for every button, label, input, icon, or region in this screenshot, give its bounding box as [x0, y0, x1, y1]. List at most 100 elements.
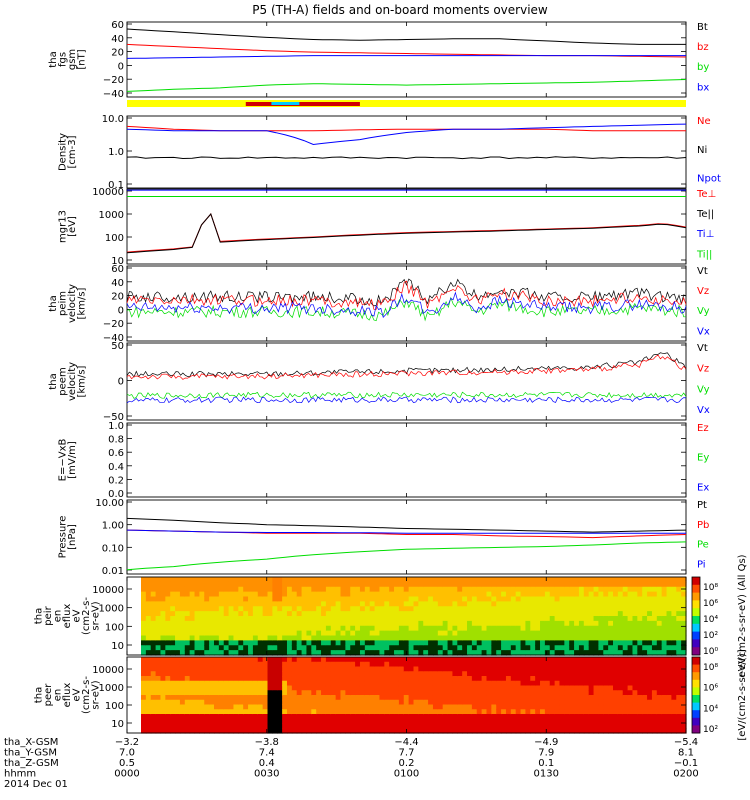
- heatmap-cell: [647, 620, 653, 627]
- heatmap-cell: [389, 690, 395, 696]
- heatmap-cell: [535, 620, 541, 627]
- heatmap-cell: [340, 601, 346, 607]
- heatmap-cell: [213, 718, 220, 725]
- heatmap-cell: [651, 625, 658, 632]
- heatmap-cell: [428, 635, 434, 641]
- heatmap-cell: [325, 591, 332, 598]
- x-axis-value: −4.9: [534, 737, 558, 748]
- heatmap-cell: [544, 596, 551, 602]
- heatmap-cell: [442, 645, 449, 651]
- heatmap-cell: [321, 661, 327, 668]
- heatmap-cell: [613, 596, 619, 602]
- heatmap-cell: [598, 645, 604, 651]
- heatmap-cell: [384, 606, 390, 612]
- heatmap-cell: [145, 714, 152, 720]
- heatmap-cell: [656, 640, 663, 646]
- heatmap-cell: [651, 695, 658, 701]
- heatmap-cell: [622, 661, 629, 668]
- heatmap-cell: [457, 611, 463, 617]
- heatmap-cell: [170, 685, 176, 691]
- heatmap-cell: [428, 591, 434, 598]
- heatmap-cell: [291, 680, 298, 687]
- heatmap-cell: [262, 709, 269, 715]
- heatmap-cell: [379, 699, 385, 706]
- heatmap-cell: [170, 581, 176, 588]
- heatmap-cell: [632, 699, 638, 706]
- heatmap-cell: [301, 620, 308, 627]
- heatmap-cell: [651, 718, 658, 725]
- heatmap-cell: [301, 671, 308, 677]
- heatmap-cell: [423, 620, 429, 627]
- heatmap-cell: [296, 680, 303, 687]
- heatmap-cell: [437, 671, 444, 677]
- heatmap-cell: [510, 616, 517, 622]
- heatmap-cell: [462, 645, 468, 651]
- colorbar-segment: [692, 577, 700, 586]
- heatmap-cell: [228, 704, 235, 710]
- heatmap-cell: [330, 661, 337, 668]
- heatmap-cell: [155, 685, 162, 691]
- heatmap-cell: [398, 695, 405, 701]
- heatmap-cell: [525, 671, 531, 677]
- heatmap-cell: [277, 581, 283, 588]
- heatmap-cell: [286, 661, 293, 668]
- heatmap-cell: [462, 690, 468, 696]
- heatmap-cell: [282, 577, 288, 583]
- date-label: 2014 Dec 01: [4, 779, 68, 790]
- heatmap-cell: [145, 611, 152, 617]
- heatmap-cell: [184, 601, 191, 607]
- heatmap-cell: [384, 723, 390, 729]
- heatmap-cell: [462, 581, 468, 588]
- heatmap-cell: [243, 630, 249, 637]
- heatmap-cell: [267, 657, 273, 663]
- heatmap-cell: [355, 635, 361, 641]
- heatmap-cell: [603, 616, 609, 622]
- heatmap-cell: [496, 657, 502, 663]
- heatmap-cell: [637, 676, 643, 682]
- heatmap-cell: [432, 645, 439, 651]
- heatmap-cell: [481, 625, 488, 632]
- heatmap-cell: [418, 601, 424, 607]
- heatmap-cell: [155, 718, 162, 725]
- y-axis-label: velocity: [67, 362, 78, 401]
- heatmap-cell: [189, 640, 196, 646]
- heatmap-cell: [243, 581, 249, 588]
- heatmap-cell: [491, 685, 497, 691]
- heatmap-cell: [345, 596, 351, 602]
- heatmap-cell: [179, 723, 186, 729]
- heatmap-cell: [398, 723, 405, 729]
- heatmap-cell: [252, 695, 259, 701]
- heatmap-cell: [540, 728, 546, 734]
- heatmap-cell: [676, 591, 682, 598]
- heatmap-cell: [588, 611, 595, 617]
- heatmap-cell: [467, 635, 473, 641]
- heatmap-cell: [155, 650, 162, 656]
- heatmap-cell: [496, 577, 502, 583]
- heatmap-cell: [549, 666, 556, 672]
- heatmap-cell: [608, 606, 614, 612]
- heatmap-cell: [530, 581, 536, 588]
- heatmap-cell: [491, 581, 497, 588]
- heatmap-cell: [637, 601, 643, 607]
- heatmap-cell: [447, 616, 454, 622]
- heatmap-cell: [447, 676, 454, 682]
- heatmap-cell: [228, 581, 235, 588]
- heatmap-cell: [661, 645, 668, 651]
- heatmap-cell: [282, 596, 288, 602]
- y-tick-label: 10.00: [95, 498, 124, 509]
- heatmap-cell: [252, 581, 259, 588]
- heatmap-cell: [369, 650, 376, 656]
- heatmap-cell: [355, 650, 361, 656]
- heatmap-cell: [398, 657, 405, 663]
- heatmap-cell: [335, 616, 342, 622]
- heatmap-cell: [540, 666, 546, 672]
- heatmap-cell: [194, 666, 200, 672]
- heatmap-cell: [666, 586, 673, 593]
- heatmap-cell: [262, 676, 269, 682]
- heatmap-cell: [286, 699, 293, 706]
- heatmap-cell: [476, 695, 483, 701]
- heatmap-cell: [189, 577, 196, 583]
- heatmap-cell: [642, 640, 648, 646]
- heatmap-cell: [277, 709, 283, 715]
- heatmap-cell: [408, 718, 415, 725]
